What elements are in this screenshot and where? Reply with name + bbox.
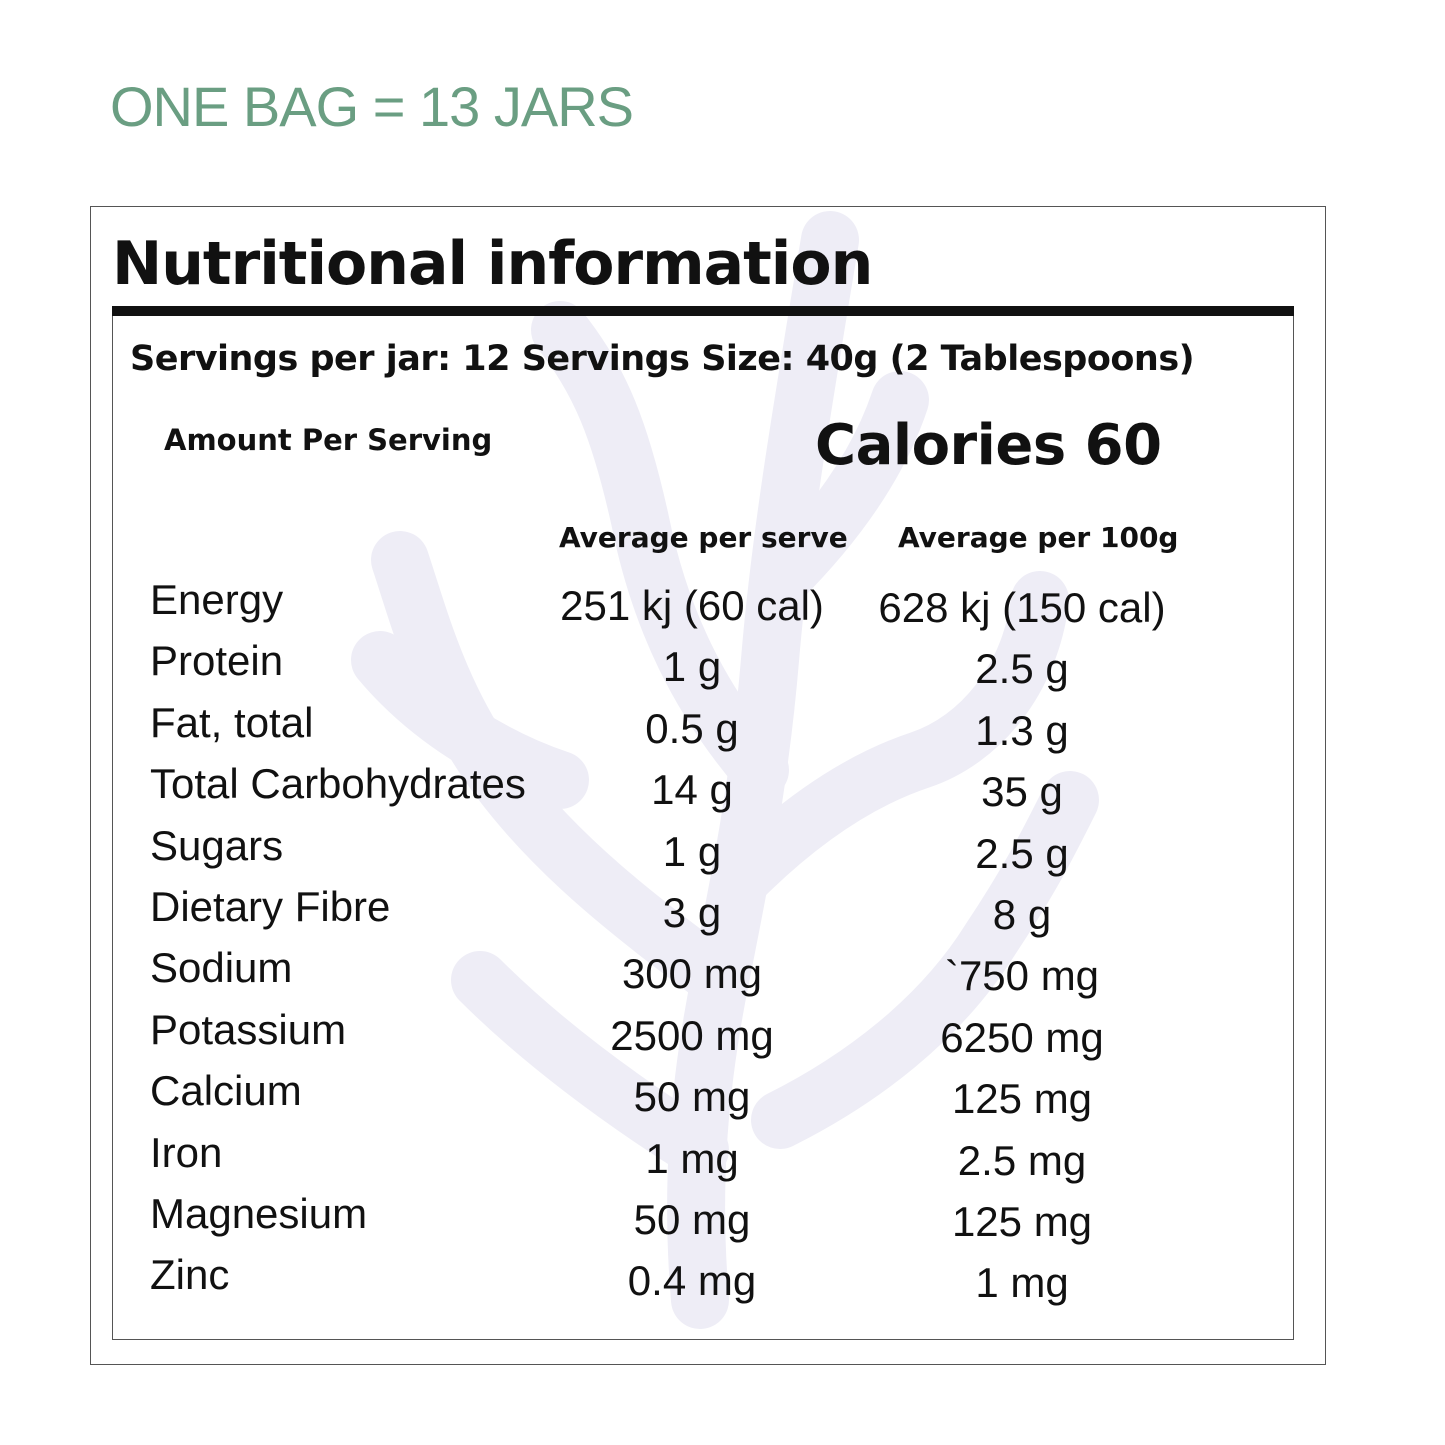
nutrient-name: Fat, total xyxy=(150,698,314,746)
nutrient-name: Potassium xyxy=(150,1005,347,1053)
nutrient-per-serve: 0.5 g xyxy=(645,704,739,752)
nutrient-per-100g: 35 g xyxy=(981,768,1063,816)
nutrient-per-serve: 251 kj (60 cal) xyxy=(560,582,824,629)
table-row: Magnesium 50 mg 125 mg xyxy=(0,1186,1445,1247)
nutrient-name: Magnesium xyxy=(150,1189,368,1237)
nutrient-per-100g: 125 mg xyxy=(951,1075,1093,1123)
table-row: Sodium 300 mg `750 mg xyxy=(0,940,1445,1001)
table-row: Potassium 2500 mg 6250 mg xyxy=(0,1002,1445,1063)
nutrient-name: Sodium xyxy=(150,944,293,992)
table-row: Fat, total 0.5 g 1.3 g xyxy=(0,695,1445,756)
nutrient-name: Total Carbohydrates xyxy=(150,760,526,808)
nutrient-per-serve: 50 mg xyxy=(633,1195,751,1243)
table-row: Total Carbohydrates 14 g 35 g xyxy=(0,756,1445,817)
nutrient-per-serve: 0.4 mg xyxy=(627,1257,757,1305)
calories: Calories 60 xyxy=(815,413,1162,478)
nutrient-per-100g: 628 kj (150 cal) xyxy=(878,584,1166,631)
column-header-per-100g: Average per 100g xyxy=(898,521,1179,554)
headline: ONE BAG = 13 JARS xyxy=(110,75,634,138)
nutrient-per-serve: 3 g xyxy=(662,888,722,936)
nutrient-per-serve: 2500 mg xyxy=(610,1011,774,1059)
nutrient-per-100g: 2.5 g xyxy=(975,645,1069,693)
nutrient-per-serve: 1 g xyxy=(662,643,722,691)
amount-per-serving: Amount Per Serving xyxy=(164,423,493,457)
nutrient-per-100g: `750 mg xyxy=(944,952,1100,1000)
table-row: Iron 1 mg 2.5 mg xyxy=(0,1125,1445,1186)
nutrient-per-100g: 8 g xyxy=(992,890,1052,938)
table-row: Dietary Fibre 3 g 8 g xyxy=(0,879,1445,940)
title-rule xyxy=(112,306,1294,316)
nutrient-name: Dietary Fibre xyxy=(150,882,391,930)
nutrient-name: Zinc xyxy=(150,1251,230,1299)
nutrient-name: Energy xyxy=(150,576,284,623)
nutrient-per-100g: 1.3 g xyxy=(975,706,1069,754)
nutrient-per-serve: 1 g xyxy=(662,827,722,875)
nutrient-per-serve: 50 mg xyxy=(633,1073,751,1121)
nutrient-per-100g: 2.5 mg xyxy=(957,1136,1087,1184)
nutrient-per-100g: 1 mg xyxy=(975,1259,1069,1307)
nutrient-per-serve: 14 g xyxy=(651,766,733,814)
servings-line: Servings per jar: 12 Servings Size: 40g … xyxy=(130,339,1195,379)
nutrient-name: Protein xyxy=(150,637,284,685)
table-row: Sugars 1 g 2.5 g xyxy=(0,818,1445,879)
nutrient-name: Sugars xyxy=(150,821,284,869)
label-title: Nutritional information xyxy=(112,229,873,299)
nutrition-table: Energy 251 kj (60 cal) 628 kj (150 cal) … xyxy=(0,572,1445,1309)
nutrient-per-100g: 125 mg xyxy=(951,1197,1093,1245)
nutrient-per-100g: 2.5 g xyxy=(975,829,1069,877)
nutrient-name: Calcium xyxy=(150,1067,302,1115)
nutrient-name: Iron xyxy=(150,1128,223,1176)
nutrient-per-serve: 1 mg xyxy=(645,1134,739,1182)
column-header-per-serve: Average per serve xyxy=(559,521,848,554)
table-row: Zinc 0.4 mg 1 mg xyxy=(0,1247,1445,1308)
table-row: Calcium 50 mg 125 mg xyxy=(0,1063,1445,1124)
table-row: Energy 251 kj (60 cal) 628 kj (150 cal) xyxy=(0,572,1445,633)
table-row: Protein 1 g 2.5 g xyxy=(0,633,1445,694)
label-outer-frame xyxy=(90,206,1326,1365)
nutrient-per-100g: 6250 mg xyxy=(940,1013,1104,1061)
nutrient-per-serve: 300 mg xyxy=(621,950,763,998)
